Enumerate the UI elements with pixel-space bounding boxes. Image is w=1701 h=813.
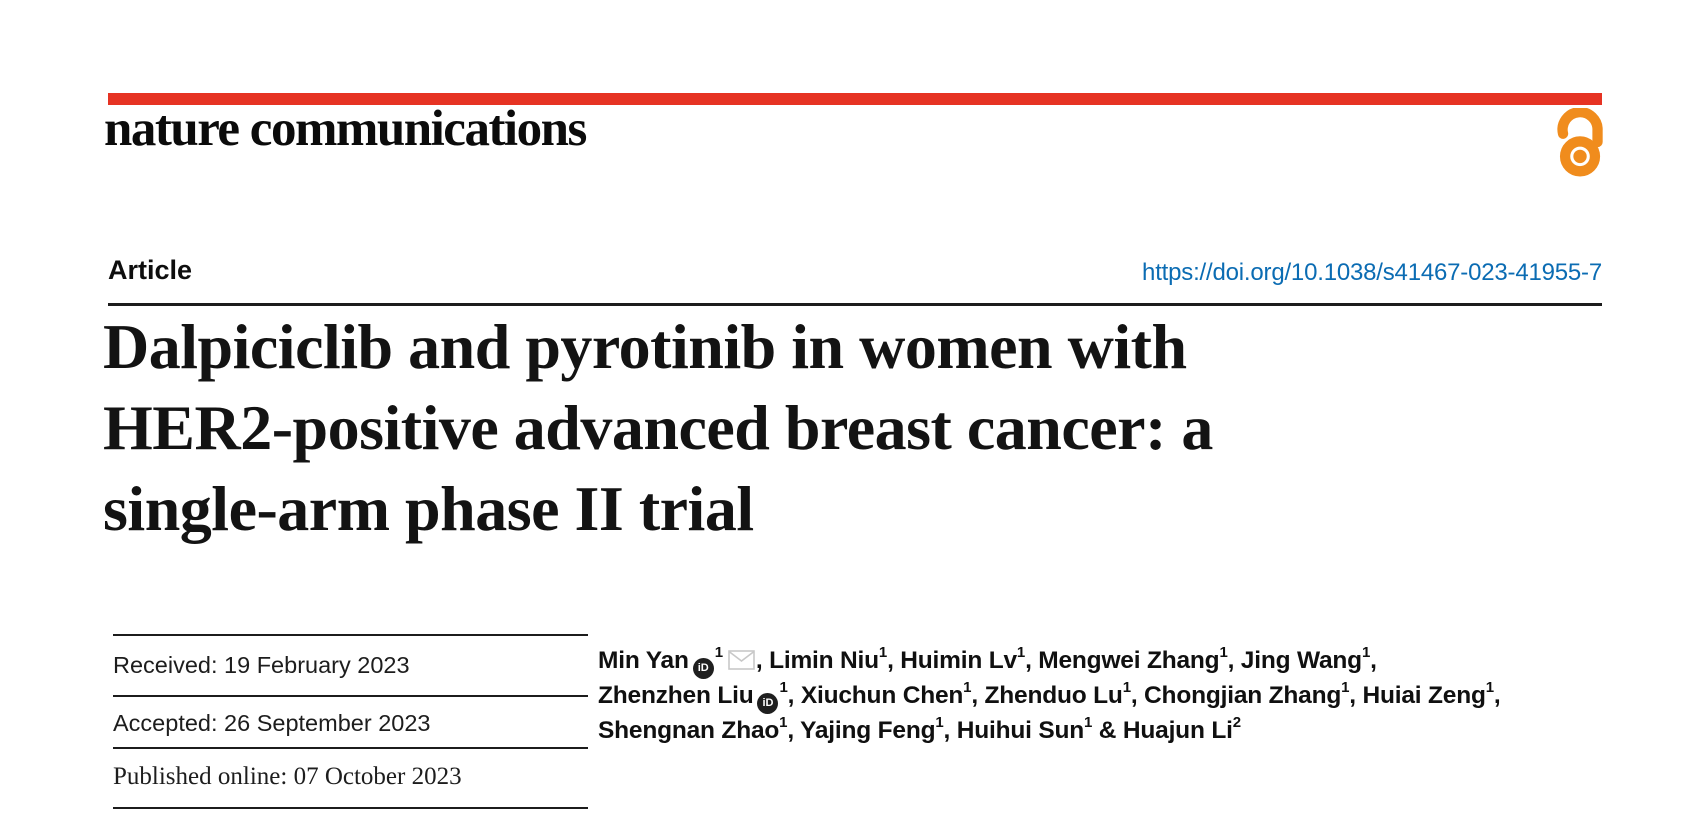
article-type-label: Article [108,255,193,285]
author-name-text: , Jing Wang [1227,647,1363,674]
affiliation-superscript: 1 [1485,678,1494,696]
author-name-text: , Limin Niu [755,647,879,674]
author-line: Shengnan Zhao1, Yajing Feng1, Huihui Sun… [598,714,1478,747]
affiliation-superscript: 1 [1122,678,1131,696]
affiliation-superscript: 2 [1232,713,1241,731]
journal-logo: nature communications [104,101,587,157]
title-line-2: HER2-positive advanced breast cancer: a [103,392,1213,463]
author-name-text: Zhenzhen Liu [598,682,754,709]
title-line-3: single-arm phase II trial [103,473,754,544]
affiliation-superscript: 1 [714,643,723,661]
author-line: Zhenzhen Liu iD1, Xiuchun Chen1, Zhenduo … [598,678,1501,714]
author-name-text: & Huajun Li [1092,717,1233,744]
author-name-text: , Chongjian Zhang [1130,682,1342,709]
email-envelope-icon[interactable] [728,646,755,679]
doi-link[interactable]: https://doi.org/10.1038/s41467-023-41955… [1142,259,1602,286]
brand-red-bar [108,93,1602,105]
author-name-text: , Huihui Sun [943,717,1085,744]
received-value: 19 February 2023 [224,652,410,678]
author-name-text: , [1370,647,1377,674]
affiliation-superscript: 1 [1361,643,1371,661]
article-history: Received: 19 February 2023 Accepted: 26 … [113,634,588,809]
orcid-icon[interactable]: iD [692,658,714,679]
affiliation-superscript: 1 [779,713,788,731]
author-name-text: , Huiai Zeng [1349,682,1486,709]
author-name-text: , Yajing Feng [787,717,936,744]
accepted-value: 26 September 2023 [224,710,431,736]
affiliation-superscript: 1 [1219,643,1228,661]
orcid-icon[interactable]: iD [757,693,779,714]
author-name-text: , [1493,682,1501,709]
author-name-text: Shengnan Zhao [598,717,780,744]
accepted-label: Accepted: [113,710,218,736]
published-date-row: Published online: 07 October 2023 [113,747,588,807]
published-value: 07 October 2023 [293,763,462,790]
open-access-lock-icon [1557,108,1603,177]
author-name-text: Min Yan [598,647,689,674]
author-name-text: , Zhenduo Lu [971,682,1123,709]
affiliation-superscript: 1 [1084,713,1093,731]
title-divider [108,303,1602,306]
received-date-row: Received: 19 February 2023 [113,634,588,695]
affiliation-superscript: 1 [1341,678,1350,696]
article-title: Dalpiciclib and pyrotinib in women with … [103,306,1433,549]
title-line-1: Dalpiciclib and pyrotinib in women with [103,311,1187,382]
author-name-text: , Mengwei Zhang [1025,647,1220,674]
affiliation-superscript: 1 [779,678,788,696]
accepted-date-row: Accepted: 26 September 2023 [113,695,588,747]
affiliation-superscript: 1 [1016,643,1026,661]
history-bottom-rule [113,807,588,809]
author-line: Min Yan iD1, Limin Niu1, Huimin Lv1, Meng… [598,644,1478,679]
received-label: Received: [113,652,218,678]
affiliation-superscript: 1 [878,643,888,661]
published-label: Published online: [113,763,288,790]
affiliation-superscript: 1 [963,678,972,696]
author-name-text: , Xiuchun Chen [787,682,964,709]
affiliation-superscript: 1 [935,713,944,731]
author-list: Min Yan iD1, Limin Niu1, Huimin Lv1, Meng… [598,644,1501,747]
author-name-text: , Huimin Lv [887,647,1017,674]
